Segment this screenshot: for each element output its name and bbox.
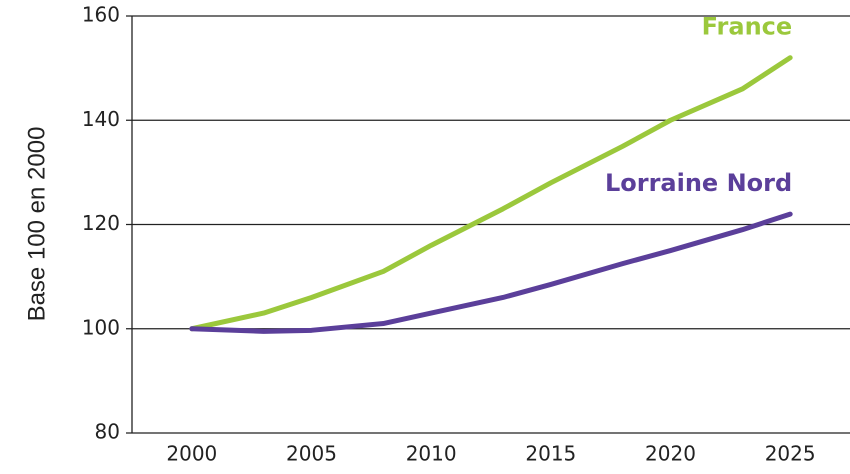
x-tick-label: 2025 [765, 442, 816, 466]
y-tick-label: 140 [82, 107, 120, 131]
x-tick-label: 2015 [525, 442, 576, 466]
y-tick-label: 80 [95, 420, 120, 444]
x-tick-label: 2000 [166, 442, 217, 466]
series-label: France [702, 13, 792, 41]
y-tick-label: 160 [82, 3, 120, 27]
y-tick-label: 120 [82, 211, 120, 235]
x-tick-label: 2005 [286, 442, 337, 466]
series-label: Lorraine Nord [605, 169, 792, 197]
y-axis-label: Base 100 en 2000 [23, 127, 50, 322]
series-line [189, 55, 793, 332]
series-line [189, 211, 793, 334]
x-tick-label: 2020 [645, 442, 696, 466]
x-tick-label: 2010 [406, 442, 457, 466]
y-tick-label: 100 [82, 315, 120, 339]
